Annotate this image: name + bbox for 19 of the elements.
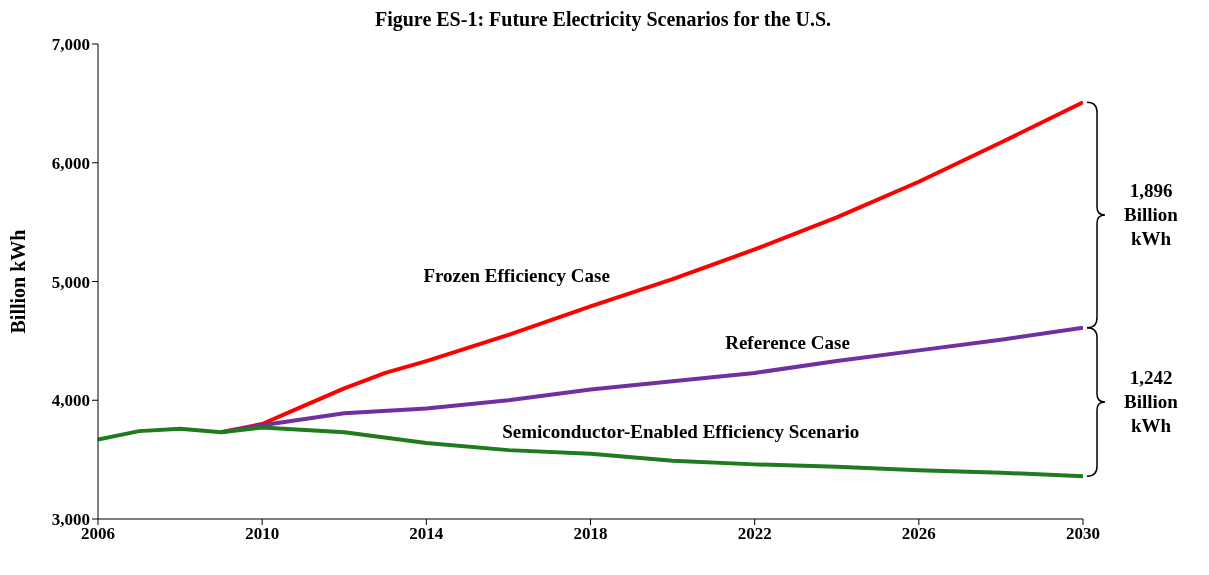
- x-tick-label: 2006: [81, 524, 115, 544]
- y-tick-label: 4,000: [51, 391, 90, 411]
- x-tick-label: 2030: [1066, 524, 1100, 544]
- text: 1,896 Billion kWh: [1124, 180, 1179, 249]
- y-tick-label: 7,000: [51, 35, 90, 55]
- x-tick-label: 2022: [737, 524, 772, 544]
- text: 1,242 Billion kWh: [1124, 367, 1179, 437]
- line-series: [98, 425, 1083, 479]
- x-tick-label: 2026: [901, 524, 936, 544]
- x-tick-label: 2018: [573, 524, 608, 544]
- chart-title: Figure ES-1: Future Electricity Scenarios for the U.S.: [373, 8, 832, 33]
- series-label: Semiconductor-Enabled Efficiency Scenario: [502, 421, 860, 443]
- y-tick-label: 6,000: [51, 153, 90, 173]
- x-tick-label: 2010: [245, 524, 280, 544]
- series-label: Reference Case: [725, 332, 850, 354]
- y-tick-label: 5,000: [51, 272, 90, 292]
- x-tick-label: 2014: [409, 524, 444, 544]
- series-label: Frozen Efficiency Case: [423, 264, 610, 286]
- y-axis-title: Billion kWh: [7, 229, 30, 334]
